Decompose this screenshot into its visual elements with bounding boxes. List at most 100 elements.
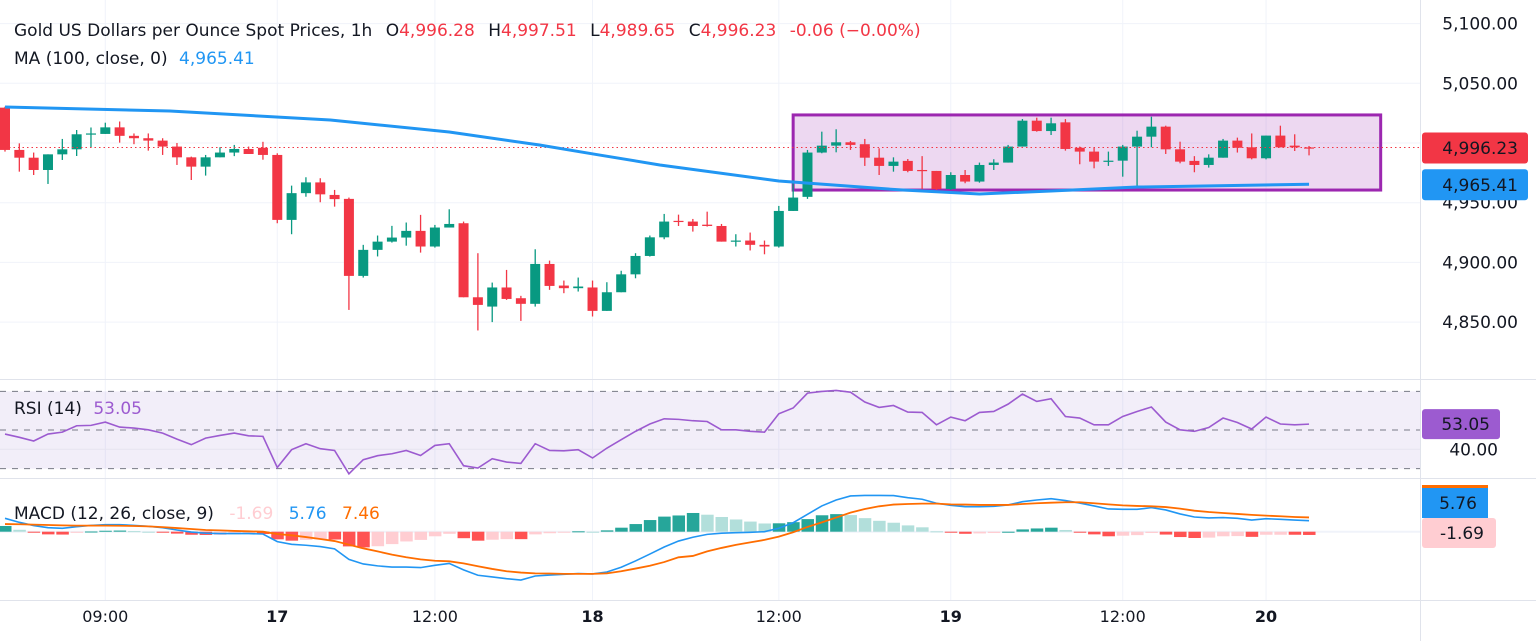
candle-body	[143, 138, 154, 141]
macd-histogram-bar	[1145, 531, 1158, 534]
macd-histogram-bar	[1102, 531, 1115, 537]
candle	[687, 218, 698, 232]
time-axis-label: 12:00	[756, 607, 802, 626]
candle-body	[14, 149, 25, 158]
candle-body	[1089, 151, 1100, 162]
macd-histogram-bar	[500, 531, 514, 540]
range-rectangle[interactable]	[791, 113, 1383, 192]
macd-histogram-bar	[256, 531, 270, 534]
candle	[745, 232, 756, 251]
candle-body	[917, 169, 928, 172]
candle-body	[458, 223, 469, 298]
candle	[802, 149, 813, 199]
symbol-legend[interactable]: Gold US Dollars per Ounce Spot Prices, 1…	[14, 21, 921, 41]
price-axis-label: 5,050.00	[1442, 74, 1518, 94]
candle-body	[831, 142, 842, 146]
time-axis-label: 20	[1255, 607, 1277, 626]
candle-body	[730, 240, 741, 242]
macd-histogram-bar	[56, 531, 69, 535]
macd-histogram-bar	[1002, 531, 1015, 533]
ma-price-label-box	[1422, 169, 1528, 201]
candle	[444, 209, 455, 228]
candle-body	[1117, 146, 1128, 161]
macd-histogram-bar	[557, 531, 571, 533]
macd-histogram-bar	[170, 531, 184, 534]
macd-histogram-bar	[529, 531, 542, 535]
candle	[845, 140, 856, 150]
candle-body	[28, 157, 39, 170]
macd-histogram-bar	[572, 531, 585, 533]
candle-body	[415, 230, 426, 247]
candle-body	[114, 127, 125, 136]
candle-body	[1232, 140, 1243, 148]
candle	[1189, 156, 1200, 173]
candle	[759, 240, 770, 255]
candle-body	[1103, 160, 1114, 162]
candle-body	[644, 237, 655, 256]
candle	[1017, 119, 1028, 147]
candle	[601, 282, 612, 311]
candle-body	[515, 298, 526, 304]
candle	[859, 138, 870, 166]
candle	[1289, 134, 1300, 151]
macd-histogram-bar	[586, 531, 600, 533]
macd-histogram-bar	[658, 516, 671, 532]
macd-legend-hist: -1.69	[229, 504, 273, 524]
macd-histogram-bar	[729, 519, 743, 532]
candle	[286, 185, 297, 235]
candle-body	[1003, 146, 1014, 163]
candle-body	[530, 263, 541, 304]
macd-histogram-bar	[629, 524, 643, 532]
macd-histogram-bar	[686, 512, 700, 532]
candle-body	[587, 287, 598, 311]
candle	[1261, 135, 1272, 160]
candle-body	[759, 244, 770, 247]
macd-histogram-bar	[858, 518, 872, 532]
candle	[458, 221, 469, 298]
macd-histogram-bar	[873, 520, 886, 532]
candle-body	[931, 170, 942, 189]
rsi-legend-label: RSI (14)	[14, 399, 82, 419]
signal-line	[4, 501, 1310, 575]
macd-histogram-bar	[385, 531, 399, 545]
close-value: 4,996.23	[701, 21, 777, 41]
open-label: O	[386, 21, 399, 41]
rsi-legend-value: 53.05	[93, 399, 142, 419]
macd-histogram-bar	[142, 531, 155, 533]
candle-body	[100, 127, 111, 134]
candle	[1160, 125, 1171, 154]
macd-histogram-bar	[271, 531, 284, 540]
candle	[716, 223, 727, 242]
macd-histogram-bar	[428, 531, 442, 537]
macd-histogram-bar	[1274, 531, 1287, 535]
macd-histogram-bar	[1303, 531, 1316, 535]
macd-histogram-bar	[1088, 531, 1101, 535]
candle	[1031, 117, 1042, 132]
candle-body	[257, 147, 268, 155]
candle-body	[487, 287, 498, 307]
candle-body	[315, 182, 326, 195]
rsi-last-label: 53.05	[1441, 415, 1490, 435]
candle	[831, 129, 842, 153]
rsi-pane	[0, 389, 1420, 476]
candle	[1046, 117, 1057, 136]
ma-legend[interactable]: MA (100, close, 0) 4,965.41	[14, 49, 255, 69]
macd-histogram-bar	[916, 527, 929, 532]
rsi-line	[4, 389, 1310, 476]
signal-last-marker	[1422, 485, 1488, 488]
macd-histogram-bar	[113, 530, 127, 532]
macd-legend[interactable]: MACD (12, 26, close, 9) -1.69 5.76 7.46	[14, 504, 380, 524]
price-axis-label: 5,100.00	[1442, 15, 1518, 35]
symbol-title: Gold US Dollars per Ounce Spot Prices, 1…	[14, 21, 372, 41]
candle	[630, 253, 641, 279]
candle	[501, 269, 512, 300]
candle-body	[272, 154, 283, 220]
candle-body	[1132, 136, 1143, 147]
rsi-legend[interactable]: RSI (14) 53.05	[14, 399, 142, 419]
candle-body	[616, 274, 627, 293]
candle	[917, 156, 928, 189]
macd-histogram-bar	[13, 529, 26, 532]
candle	[429, 224, 440, 248]
